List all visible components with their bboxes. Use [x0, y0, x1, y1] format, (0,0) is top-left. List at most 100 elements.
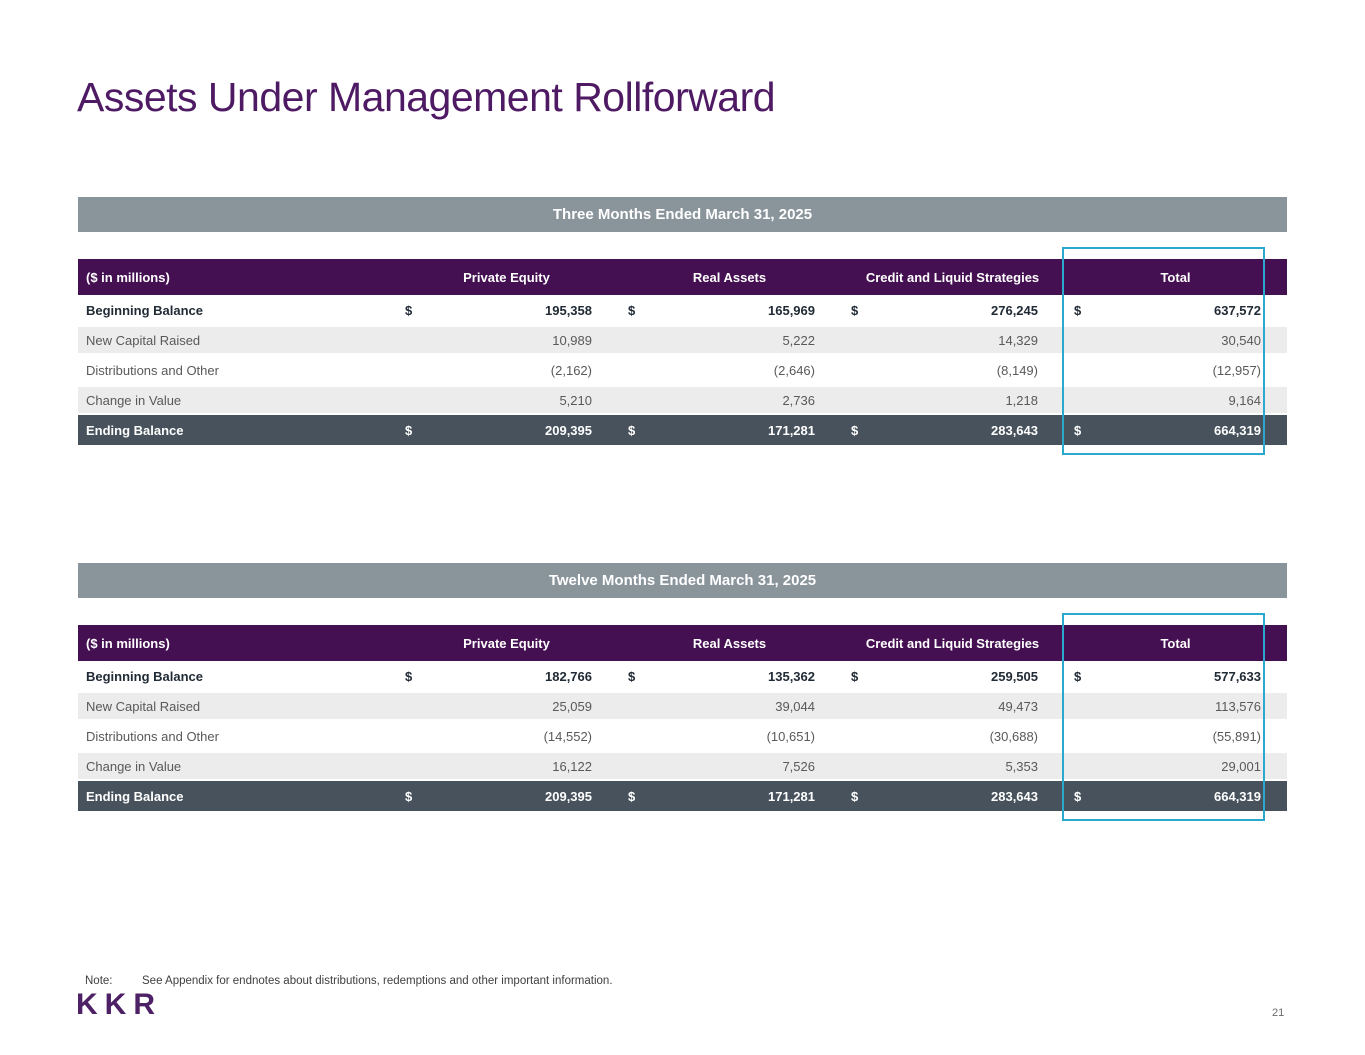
value-cell: (10,651) — [618, 721, 841, 751]
dollar-sign: $ — [405, 788, 413, 804]
row-label: Distributions and Other — [86, 728, 219, 744]
cell-value: 577,633 — [1214, 668, 1261, 684]
cell-value: 165,969 — [768, 302, 815, 318]
row-label: Change in Value — [86, 758, 182, 774]
note-label: Note: — [85, 975, 113, 987]
aum-table-three-months: Three Months Ended March 31, 2025 ($ in … — [78, 197, 1287, 445]
page-number: 21 — [1272, 1007, 1285, 1019]
column-header: Credit and Liquid Strategies — [865, 269, 1040, 285]
table-row: New Capital Raised 25,059 39,044 49,473 113,… — [78, 691, 1287, 721]
column-header: Total — [1160, 269, 1191, 285]
cell-value: 664,319 — [1214, 422, 1261, 438]
kkr-logo: KKR — [76, 988, 162, 1021]
value-cell: 39,044 — [618, 693, 841, 719]
cell-value: (8,149) — [996, 362, 1038, 378]
cell-value: 283,643 — [991, 788, 1038, 804]
dollar-sign: $ — [1074, 668, 1082, 684]
table-row: Distributions and Other (2,162) (2,646) (8,… — [78, 355, 1287, 385]
dollar-sign: $ — [628, 668, 636, 684]
value-cell: (30,688) — [841, 721, 1064, 751]
row-label: Distributions and Other — [86, 362, 219, 378]
period-band: Three Months Ended March 31, 2025 — [78, 197, 1287, 232]
column-header: Private Equity — [463, 635, 550, 651]
column-header: Real Assets — [692, 635, 767, 651]
cell-value: 182,766 — [545, 668, 592, 684]
value-cell: (14,552) — [395, 721, 618, 751]
cell-value: 14,329 — [998, 332, 1038, 348]
value-cell: $637,572 — [1064, 295, 1287, 325]
cell-value: 30,540 — [1221, 332, 1261, 348]
table-row: New Capital Raised 10,989 5,222 14,329 30,54… — [78, 325, 1287, 355]
cell-value: 49,473 — [998, 698, 1038, 714]
value-cell: 7,526 — [618, 753, 841, 779]
dollar-sign: $ — [1074, 788, 1082, 804]
column-header: Total — [1160, 635, 1191, 651]
cell-value: (14,552) — [543, 728, 592, 744]
dollar-sign: $ — [851, 422, 859, 438]
table-row: Ending Balance $209,395 $171,281 $283,643 $6… — [78, 415, 1287, 445]
value-cell: 5,222 — [618, 327, 841, 353]
value-cell: 16,122 — [395, 753, 618, 779]
table-header-row: ($ in millions) Private Equity Real Assets… — [78, 625, 1287, 661]
value-cell: (2,162) — [395, 355, 618, 385]
cell-value: 113,576 — [1214, 698, 1261, 714]
row-label: New Capital Raised — [86, 698, 201, 714]
cell-value: 664,319 — [1214, 788, 1261, 804]
value-cell: $283,643 — [841, 415, 1064, 445]
cell-value: 1,218 — [1005, 392, 1038, 408]
cell-value: 637,572 — [1214, 302, 1261, 318]
footnote: Note: See Appendix for endnotes about di… — [85, 975, 613, 987]
cell-value: (30,688) — [989, 728, 1038, 744]
value-cell: 10,989 — [395, 327, 618, 353]
cell-value: 25,059 — [552, 698, 592, 714]
value-cell: 49,473 — [841, 693, 1064, 719]
value-cell: $182,766 — [395, 661, 618, 691]
cell-value: 5,353 — [1005, 758, 1038, 774]
cell-value: (2,162) — [550, 362, 592, 378]
table-row: Beginning Balance $195,358 $165,969 $276,24… — [78, 295, 1287, 325]
cell-value: (2,646) — [773, 362, 815, 378]
dollar-sign: $ — [628, 788, 636, 804]
row-label: New Capital Raised — [86, 332, 201, 348]
column-header: Private Equity — [463, 269, 550, 285]
cell-value: 259,505 — [991, 668, 1038, 684]
value-cell: $577,633 — [1064, 661, 1287, 691]
value-cell: $171,281 — [618, 781, 841, 811]
dollar-sign: $ — [405, 302, 413, 318]
value-cell: $171,281 — [618, 415, 841, 445]
cell-value: 171,281 — [768, 422, 815, 438]
band-spacer — [78, 232, 1287, 259]
value-cell: (55,891) — [1064, 721, 1287, 751]
value-cell: 30,540 — [1064, 327, 1287, 353]
value-cell: $209,395 — [395, 781, 618, 811]
value-cell: $283,643 — [841, 781, 1064, 811]
row-label: Beginning Balance — [86, 668, 204, 684]
table-body: Beginning Balance $182,766 $135,362 $259,50… — [78, 661, 1287, 811]
value-cell: (8,149) — [841, 355, 1064, 385]
table-row: Beginning Balance $182,766 $135,362 $259,50… — [78, 661, 1287, 691]
cell-value: 10,989 — [552, 332, 592, 348]
value-cell: (2,646) — [618, 355, 841, 385]
table-row: Change in Value 16,122 7,526 5,353 29,001 — [78, 751, 1287, 781]
row-label: Ending Balance — [86, 788, 184, 804]
cell-value: 135,362 — [768, 668, 815, 684]
dollar-sign: $ — [851, 788, 859, 804]
value-cell: 113,576 — [1064, 693, 1287, 719]
cell-value: 9,164 — [1228, 392, 1261, 408]
cell-value: 16,122 — [552, 758, 592, 774]
cell-value: (12,957) — [1212, 362, 1261, 378]
cell-value: 195,358 — [545, 302, 592, 318]
note-text: See Appendix for endnotes about distribu… — [142, 975, 613, 987]
aum-table-twelve-months: Twelve Months Ended March 31, 2025 ($ in… — [78, 563, 1287, 811]
table-row: Change in Value 5,210 2,736 1,218 9,164 — [78, 385, 1287, 415]
dollar-sign: $ — [405, 422, 413, 438]
period-band: Twelve Months Ended March 31, 2025 — [78, 563, 1287, 598]
value-cell: (12,957) — [1064, 355, 1287, 385]
row-label: Beginning Balance — [86, 302, 204, 318]
dollar-sign: $ — [405, 668, 413, 684]
value-cell: $165,969 — [618, 295, 841, 325]
column-header: ($ in millions) — [86, 635, 170, 651]
value-cell: $664,319 — [1064, 781, 1287, 811]
cell-value: 209,395 — [545, 788, 592, 804]
